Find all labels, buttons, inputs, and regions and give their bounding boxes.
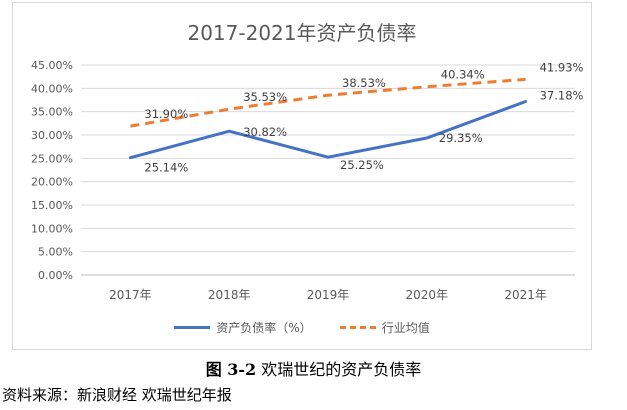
legend-item-debt-ratio: 资产负债率（%） (174, 319, 312, 336)
data-label: 30.82% (243, 125, 287, 139)
x-tick-label: 2018年 (208, 288, 251, 302)
y-tick-label: 45.00% (31, 59, 73, 72)
y-tick-label: 20.00% (31, 176, 73, 189)
y-tick-label: 15.00% (31, 199, 73, 212)
legend: 资产负债率（%） 行业均值 (13, 319, 591, 336)
y-tick-label: 40.00% (31, 82, 73, 95)
figure-caption: 图 3-2 欢瑞世纪的资产负债率 (0, 356, 627, 380)
source-note: 资料来源：新浪财经 欢瑞世纪年报 (2, 386, 232, 404)
chart-title: 2017-2021年资产负债率 (187, 21, 417, 45)
x-tick-label: 2021年 (504, 288, 547, 302)
data-labels: 25.14% 30.82% 25.25% 29.35% 37.18% 31.90% 35.5… (144, 60, 583, 174)
data-label: 35.53% (243, 90, 287, 104)
x-tick-label: 2020年 (406, 288, 449, 302)
data-label: 31.90% (144, 107, 188, 121)
chart-plot: 0.00% 5.00% 10.00% 15.00% 20.00% 25.00% 30.00%… (31, 59, 583, 302)
x-tick-label: 2017年 (109, 288, 152, 302)
data-label: 38.53% (342, 76, 386, 90)
data-label: 29.35% (439, 131, 483, 145)
y-tick-label: 25.00% (31, 152, 73, 165)
x-tick-label: 2019年 (307, 288, 350, 302)
legend-swatch-dashed (339, 326, 376, 329)
y-tick-label: 10.00% (31, 222, 73, 235)
y-tick-label: 30.00% (31, 129, 73, 142)
legend-label-industry-average: 行业均值 (381, 321, 430, 335)
data-label: 37.18% (540, 88, 584, 102)
data-label: 40.34% (441, 68, 485, 82)
legend-label-debt-ratio: 资产负债率（%） (216, 321, 312, 335)
chart-frame: 2017-2021年资产负债率 0.00% 5.00% 10.00% 15.00% 20… (12, 2, 592, 350)
y-axis-ticks: 0.00% 5.00% 10.00% 15.00% 20.00% 25.00% 30.00%… (31, 59, 73, 282)
legend-item-industry-average: 行业均值 (339, 319, 430, 336)
data-label: 25.14% (144, 161, 188, 175)
legend-swatch-solid (174, 326, 211, 329)
series-line-industry-average (130, 77, 526, 128)
x-axis-ticks: 2017年 2018年 2019年 2020年 2021年 (109, 288, 547, 302)
y-tick-label: 5.00% (38, 246, 73, 259)
y-tick-label: 35.00% (31, 106, 73, 119)
y-tick-label: 0.00% (38, 269, 73, 282)
figure-caption-text: 欢瑞世纪的资产负债率 (261, 360, 422, 379)
data-label: 41.93% (540, 60, 584, 74)
series-layer (128, 77, 528, 160)
figure-number: 图 3-2 (205, 360, 257, 379)
series-line-debt-ratio (128, 99, 528, 160)
data-label: 25.25% (340, 158, 384, 172)
